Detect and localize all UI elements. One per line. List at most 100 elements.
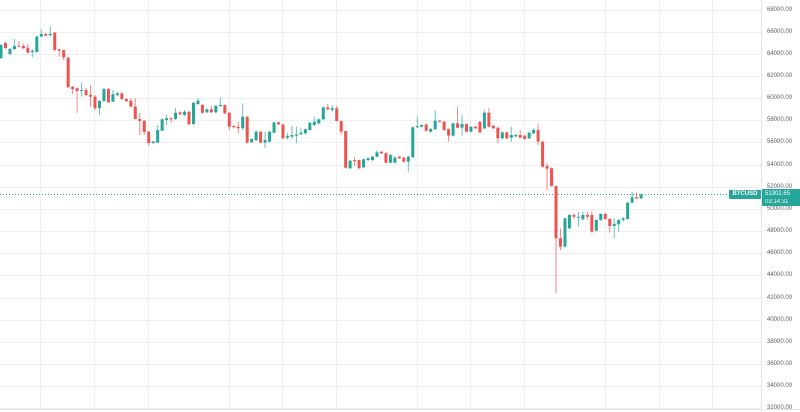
candle-body (550, 168, 554, 186)
candle-up (263, 131, 267, 148)
candle-up (160, 118, 164, 132)
candle-body (263, 139, 267, 143)
candle-body (456, 123, 460, 128)
candle-up (626, 202, 630, 220)
candle-up (621, 216, 625, 222)
candle-body (285, 136, 289, 138)
candle-up (366, 157, 370, 162)
candle-body (250, 138, 254, 143)
candle-body (156, 130, 160, 143)
candle-body (393, 157, 397, 163)
candle-up (581, 211, 585, 220)
candle-up (330, 104, 334, 112)
candle-body (612, 223, 616, 226)
candle-down (26, 43, 30, 54)
candle-body (160, 119, 164, 131)
candle-body (330, 108, 334, 111)
candle-body (21, 46, 25, 49)
candle-down (124, 98, 128, 102)
candle-up (303, 128, 307, 135)
price-tick-label: 68000.00 (767, 6, 793, 13)
price-axis[interactable]: 68000.00 66000.00 64000.00 62000.00 60000.00… (761, 0, 800, 412)
candle-down (129, 98, 133, 107)
candle-up (272, 121, 276, 134)
candle-body (312, 121, 316, 126)
candle-body (89, 95, 93, 97)
candle-down (442, 121, 446, 131)
candle-up (563, 217, 567, 248)
last-price-label: 51302.65 03:14:31 (762, 189, 800, 206)
candle-down (353, 156, 357, 167)
candle-up (254, 130, 258, 141)
candle-body (339, 121, 343, 132)
candle-up (97, 100, 101, 116)
candle-up (375, 150, 379, 158)
candle-body (169, 118, 173, 120)
candle-down (232, 125, 236, 129)
candle-down (89, 85, 93, 107)
candle-up (218, 97, 222, 107)
price-tick-label: 56000.00 (767, 139, 793, 146)
candle-body (572, 214, 576, 217)
candle-down (21, 43, 25, 50)
candle-up (312, 116, 316, 127)
candle-up (617, 218, 621, 232)
vertical-gridlines (40, 0, 713, 409)
candle-up (317, 118, 321, 125)
candle-body (554, 185, 558, 239)
candle-body (626, 202, 630, 219)
candle-down (397, 156, 401, 160)
candle-down (245, 116, 249, 144)
candle-body (200, 104, 204, 113)
candle-body (353, 160, 357, 162)
candle-down (259, 131, 263, 144)
candle-body (209, 109, 213, 113)
candle-body (124, 99, 128, 102)
candle-body (366, 158, 370, 161)
candle-up (469, 126, 473, 133)
candle-down (200, 103, 204, 114)
candle-body (559, 238, 562, 247)
candle-up (527, 132, 531, 139)
candle-down (344, 130, 348, 169)
candle-body (406, 156, 410, 162)
candle-body (424, 124, 428, 131)
candle-up (388, 154, 392, 164)
candle-body (545, 166, 549, 169)
candle-body (35, 36, 39, 53)
candle-down (541, 140, 545, 168)
candle-down (357, 159, 361, 170)
candle-down (326, 103, 330, 111)
candle-down (585, 211, 589, 220)
candle-up (196, 98, 200, 105)
candle-up (460, 115, 464, 136)
candle-body (438, 120, 442, 122)
candle-down (93, 95, 97, 110)
candle-up (321, 106, 325, 121)
candle-body (0, 44, 3, 59)
candle-body (608, 218, 612, 226)
candle-up (12, 38, 16, 51)
candle-down (518, 130, 522, 139)
candle-down (424, 124, 428, 132)
candle-body (142, 120, 146, 133)
price-tick-label: 60000.00 (767, 95, 793, 102)
candle-body (617, 219, 621, 225)
candle-body (129, 100, 133, 107)
candle-body (120, 93, 124, 100)
plot-area[interactable] (0, 0, 761, 412)
candle-up (639, 193, 643, 200)
candle-body (567, 214, 571, 229)
candle-down (281, 124, 285, 139)
candle-body (491, 125, 495, 129)
candle-body (599, 213, 603, 220)
candle-up (348, 160, 352, 170)
candle-down (496, 127, 500, 144)
candle-down (590, 210, 594, 233)
candle-body (290, 135, 294, 137)
candle-body (187, 111, 191, 125)
candle-up (411, 126, 415, 159)
last-price-value: 51302.65 (765, 191, 791, 197)
bar-close-countdown: 03:14:31 (765, 199, 789, 205)
candle-body (227, 112, 231, 127)
